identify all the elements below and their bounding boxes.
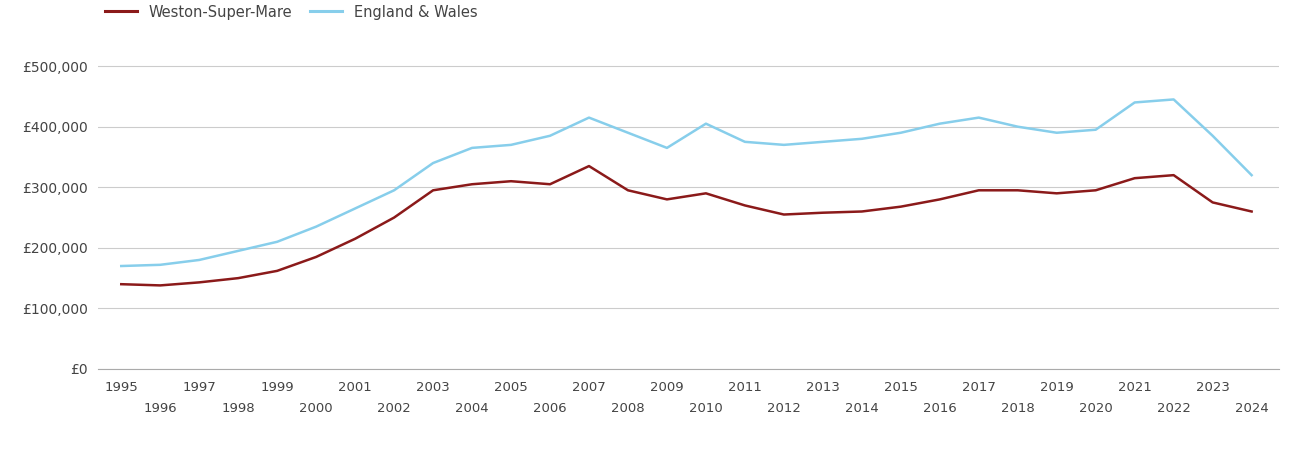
Line: England & Wales: England & Wales bbox=[121, 99, 1251, 266]
Weston-Super-Mare bbox=[347, 236, 363, 242]
England & Wales bbox=[269, 239, 284, 244]
Weston-Super-Mare bbox=[971, 188, 987, 193]
England & Wales bbox=[1165, 97, 1181, 102]
England & Wales bbox=[465, 145, 480, 151]
Weston-Super-Mare bbox=[776, 212, 792, 217]
England & Wales bbox=[659, 145, 675, 151]
Weston-Super-Mare bbox=[425, 188, 441, 193]
Legend: Weston-Super-Mare, England & Wales: Weston-Super-Mare, England & Wales bbox=[106, 4, 478, 20]
England & Wales bbox=[581, 115, 596, 120]
Weston-Super-Mare bbox=[192, 279, 207, 285]
Weston-Super-Mare bbox=[1165, 172, 1181, 178]
Text: 2016: 2016 bbox=[923, 402, 957, 415]
England & Wales bbox=[425, 160, 441, 166]
Text: 2018: 2018 bbox=[1001, 402, 1035, 415]
England & Wales bbox=[971, 115, 987, 120]
England & Wales bbox=[153, 262, 168, 267]
Weston-Super-Mare bbox=[581, 163, 596, 169]
Weston-Super-Mare bbox=[1049, 191, 1065, 196]
Text: 2006: 2006 bbox=[534, 402, 566, 415]
Text: 2008: 2008 bbox=[611, 402, 645, 415]
Text: 2012: 2012 bbox=[767, 402, 801, 415]
Text: 2024: 2024 bbox=[1235, 402, 1268, 415]
England & Wales bbox=[853, 136, 869, 141]
England & Wales bbox=[1049, 130, 1065, 135]
Weston-Super-Mare bbox=[386, 215, 402, 220]
England & Wales bbox=[816, 139, 831, 144]
Weston-Super-Mare bbox=[269, 268, 284, 274]
England & Wales bbox=[1088, 127, 1104, 132]
England & Wales bbox=[620, 130, 636, 135]
Text: 1996: 1996 bbox=[144, 402, 177, 415]
Weston-Super-Mare bbox=[698, 191, 714, 196]
Weston-Super-Mare bbox=[114, 282, 129, 287]
England & Wales bbox=[893, 130, 908, 135]
Weston-Super-Mare bbox=[620, 188, 636, 193]
Weston-Super-Mare bbox=[737, 203, 753, 208]
Weston-Super-Mare bbox=[153, 283, 168, 288]
England & Wales bbox=[737, 139, 753, 144]
England & Wales bbox=[192, 257, 207, 263]
Weston-Super-Mare bbox=[1126, 176, 1142, 181]
Weston-Super-Mare bbox=[1244, 209, 1259, 214]
England & Wales bbox=[776, 142, 792, 148]
Weston-Super-Mare bbox=[932, 197, 947, 202]
England & Wales bbox=[698, 121, 714, 126]
Text: 2022: 2022 bbox=[1156, 402, 1190, 415]
Weston-Super-Mare bbox=[853, 209, 869, 214]
England & Wales bbox=[542, 133, 557, 139]
Text: 2014: 2014 bbox=[844, 402, 878, 415]
Weston-Super-Mare bbox=[1088, 188, 1104, 193]
England & Wales bbox=[932, 121, 947, 126]
Text: 2010: 2010 bbox=[689, 402, 723, 415]
Weston-Super-Mare bbox=[542, 181, 557, 187]
Text: 2020: 2020 bbox=[1079, 402, 1113, 415]
Weston-Super-Mare bbox=[659, 197, 675, 202]
Weston-Super-Mare bbox=[465, 181, 480, 187]
England & Wales bbox=[504, 142, 519, 148]
Weston-Super-Mare bbox=[1010, 188, 1026, 193]
Weston-Super-Mare bbox=[504, 179, 519, 184]
England & Wales bbox=[1126, 100, 1142, 105]
England & Wales bbox=[231, 248, 247, 254]
England & Wales bbox=[308, 224, 324, 230]
Weston-Super-Mare bbox=[816, 210, 831, 216]
Text: 2004: 2004 bbox=[455, 402, 489, 415]
Weston-Super-Mare bbox=[1205, 200, 1220, 205]
England & Wales bbox=[1205, 133, 1220, 139]
England & Wales bbox=[386, 188, 402, 193]
Weston-Super-Mare bbox=[893, 204, 908, 209]
England & Wales bbox=[347, 206, 363, 211]
Text: 2002: 2002 bbox=[377, 402, 411, 415]
Line: Weston-Super-Mare: Weston-Super-Mare bbox=[121, 166, 1251, 285]
England & Wales bbox=[1244, 172, 1259, 178]
Text: 2000: 2000 bbox=[299, 402, 333, 415]
Weston-Super-Mare bbox=[231, 275, 247, 281]
England & Wales bbox=[1010, 124, 1026, 130]
Weston-Super-Mare bbox=[308, 254, 324, 260]
Text: 1998: 1998 bbox=[222, 402, 254, 415]
England & Wales bbox=[114, 263, 129, 269]
